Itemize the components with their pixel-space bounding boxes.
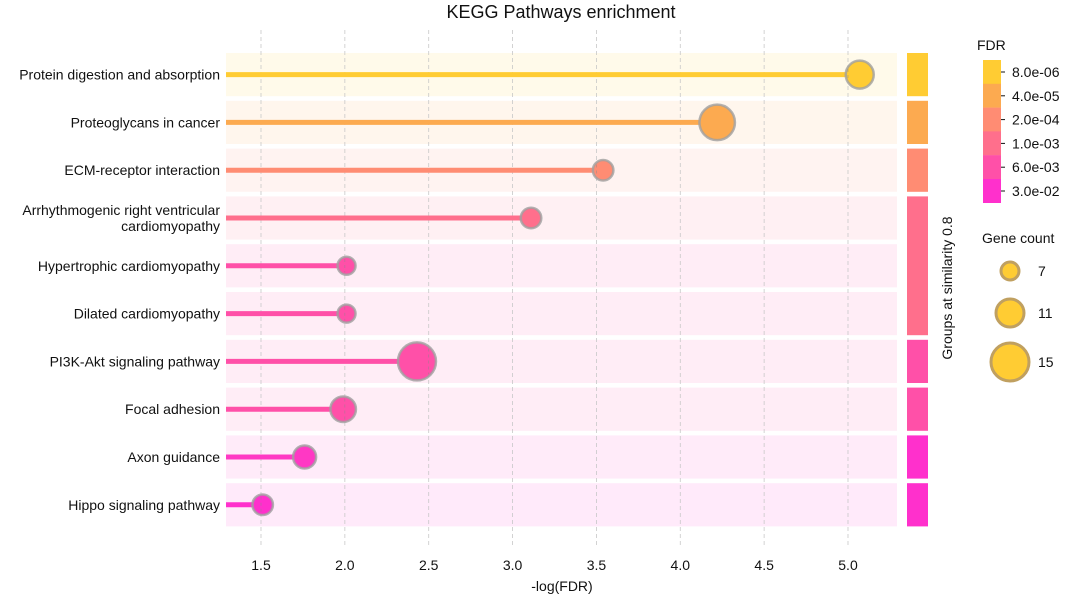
category-label: Proteoglycans in cancer (71, 114, 221, 130)
fdr-legend-swatch (983, 155, 1001, 180)
fdr-legend-label: 8.0e-06 (1012, 64, 1060, 80)
fdr-legend-swatch (983, 131, 1001, 156)
size-legend-bubble (994, 297, 1026, 329)
lollipop-point (329, 395, 358, 424)
x-tick-label: 2.0 (335, 557, 355, 573)
lollipop-point (519, 206, 543, 230)
x-tick-label: 3.0 (503, 557, 523, 573)
x-tick-label: 3.5 (587, 557, 607, 573)
group-axis-label: Groups at similarity 0.8 (939, 216, 955, 359)
x-tick-label: 2.5 (419, 557, 439, 573)
group-strip (907, 387, 928, 431)
category-label: Hippo signaling pathway (68, 497, 220, 513)
category-label: ECM-receptor interaction (64, 162, 220, 178)
fdr-legend-label: 3.0e-02 (1012, 183, 1060, 199)
fdr-legend-label: 1.0e-03 (1012, 135, 1060, 151)
lollipop-point (251, 493, 275, 517)
fdr-legend-label: 4.0e-05 (1012, 88, 1060, 104)
lollipop-point (698, 103, 737, 142)
group-strip (907, 100, 928, 144)
row-background (226, 435, 897, 479)
group-strip (907, 53, 928, 97)
lollipop-point (291, 444, 318, 470)
lollipop-point (396, 341, 438, 382)
chart-title: KEGG Pathways enrichment (446, 2, 676, 22)
x-axis-label: -log(FDR) (531, 578, 593, 594)
lollipop-point (336, 303, 357, 324)
category-label: Focal adhesion (125, 401, 220, 417)
fdr-legend-swatch (983, 60, 1001, 84)
category-label: Arrhythmogenic right ventricular cardiomy… (22, 202, 220, 234)
size-legend-label: 11 (1038, 305, 1053, 321)
group-strip (907, 483, 928, 527)
size-legend-bubble (999, 260, 1021, 282)
x-tick-label: 1.5 (251, 557, 271, 573)
fdr-legend-label: 2.0e-04 (1012, 112, 1060, 128)
category-label: Protein digestion and absorption (19, 67, 220, 83)
lollipop-point (844, 59, 875, 90)
lollipop-point (591, 158, 615, 182)
x-tick-label: 4.0 (671, 557, 691, 573)
size-legend-label: 7 (1038, 263, 1046, 279)
lollipop-point (336, 255, 357, 277)
fdr-legend-title: FDR (977, 37, 1006, 53)
group-strip (907, 148, 928, 192)
size-legend-label: 15 (1038, 354, 1054, 370)
category-label: Axon guidance (127, 449, 220, 465)
group-strip (907, 435, 928, 479)
category-label: Dilated cardiomyopathy (74, 306, 220, 322)
group-strip (907, 196, 928, 336)
category-label: PI3K-Akt signaling pathway (50, 353, 220, 369)
size-legend-bubble (989, 341, 1031, 383)
x-tick-label: 5.0 (838, 557, 858, 573)
fdr-legend-swatch (983, 179, 1001, 203)
fdr-legend-swatch (983, 107, 1001, 132)
x-tick-label: 4.5 (754, 557, 774, 573)
fdr-legend-swatch (983, 83, 1001, 108)
size-legend-title: Gene count (982, 230, 1055, 246)
group-strip (907, 339, 928, 383)
category-label: Hypertrophic cardiomyopathy (38, 258, 220, 274)
fdr-legend-label: 6.0e-03 (1012, 159, 1060, 175)
row-background (226, 483, 897, 527)
